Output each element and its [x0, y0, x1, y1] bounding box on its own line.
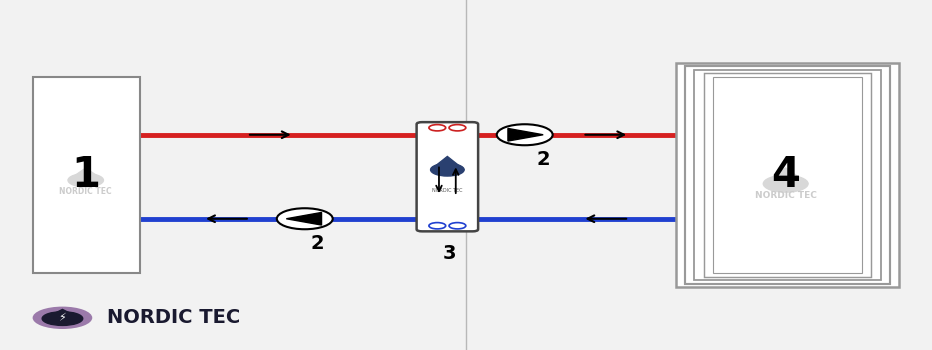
Text: ⚡: ⚡ — [59, 313, 66, 323]
Bar — [713, 77, 862, 273]
FancyBboxPatch shape — [417, 122, 478, 231]
Circle shape — [429, 125, 445, 131]
Text: NORDIC TEC: NORDIC TEC — [755, 191, 816, 201]
Text: NORDIC TEC: NORDIC TEC — [432, 188, 462, 193]
Ellipse shape — [42, 312, 83, 326]
Text: NORDIC TEC: NORDIC TEC — [60, 187, 112, 196]
Polygon shape — [286, 212, 322, 225]
Polygon shape — [508, 128, 543, 141]
Text: 2: 2 — [310, 234, 323, 253]
Text: NORDIC TEC: NORDIC TEC — [107, 308, 240, 327]
Text: 2: 2 — [537, 150, 550, 169]
Text: 3: 3 — [443, 244, 456, 263]
Polygon shape — [763, 168, 808, 184]
Bar — [676, 63, 899, 287]
Circle shape — [33, 307, 92, 329]
Bar — [685, 66, 890, 284]
Polygon shape — [68, 168, 103, 180]
Polygon shape — [44, 309, 81, 318]
Bar — [33, 77, 140, 273]
Circle shape — [429, 223, 445, 229]
Circle shape — [449, 223, 466, 229]
Bar — [694, 70, 881, 280]
Text: 1: 1 — [71, 154, 101, 196]
Text: 4: 4 — [772, 154, 800, 196]
Circle shape — [277, 208, 333, 229]
Circle shape — [449, 125, 466, 131]
Ellipse shape — [431, 163, 464, 176]
Ellipse shape — [763, 175, 808, 192]
Polygon shape — [431, 156, 464, 170]
Bar — [704, 74, 871, 276]
Circle shape — [497, 124, 553, 145]
Ellipse shape — [68, 174, 103, 187]
